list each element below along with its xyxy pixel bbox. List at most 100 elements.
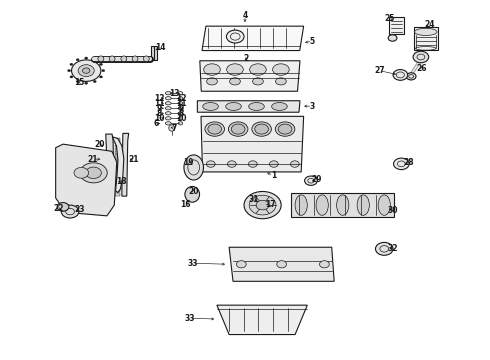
Ellipse shape <box>178 91 183 95</box>
Ellipse shape <box>227 64 244 75</box>
Ellipse shape <box>185 186 199 202</box>
Text: 20: 20 <box>94 140 105 149</box>
Text: 24: 24 <box>424 20 435 29</box>
Bar <box>115 174 121 176</box>
Text: 21: 21 <box>87 155 98 164</box>
Text: 1: 1 <box>270 171 276 180</box>
Polygon shape <box>201 116 304 172</box>
Ellipse shape <box>252 78 263 85</box>
Ellipse shape <box>415 28 437 36</box>
Circle shape <box>413 51 429 63</box>
Polygon shape <box>56 144 117 216</box>
Ellipse shape <box>165 96 171 100</box>
Ellipse shape <box>226 103 242 111</box>
Ellipse shape <box>271 103 287 111</box>
Bar <box>115 151 121 154</box>
Bar <box>115 141 121 144</box>
Circle shape <box>76 80 79 82</box>
Ellipse shape <box>178 112 183 115</box>
Text: 25: 25 <box>384 14 394 23</box>
Text: 29: 29 <box>312 175 322 184</box>
Circle shape <box>406 73 416 80</box>
Polygon shape <box>202 26 304 50</box>
Circle shape <box>102 69 105 72</box>
Ellipse shape <box>227 161 236 167</box>
Ellipse shape <box>255 124 269 134</box>
Text: 31: 31 <box>248 195 259 204</box>
Text: 16: 16 <box>180 199 191 208</box>
Ellipse shape <box>228 122 248 136</box>
Bar <box>115 138 121 141</box>
Circle shape <box>256 200 269 210</box>
Circle shape <box>70 63 73 66</box>
Ellipse shape <box>165 102 171 105</box>
Ellipse shape <box>337 195 349 215</box>
Circle shape <box>277 261 287 268</box>
Bar <box>115 148 121 150</box>
Text: 22: 22 <box>53 204 64 213</box>
Ellipse shape <box>378 195 391 215</box>
Polygon shape <box>217 305 307 334</box>
Ellipse shape <box>144 56 149 62</box>
Text: 6: 6 <box>153 119 159 128</box>
Circle shape <box>99 76 102 78</box>
Ellipse shape <box>205 122 224 136</box>
Circle shape <box>78 65 94 77</box>
Polygon shape <box>197 101 300 112</box>
Circle shape <box>388 35 397 41</box>
Text: 26: 26 <box>416 64 427 73</box>
Circle shape <box>85 82 88 84</box>
Text: 11: 11 <box>154 99 165 108</box>
Bar <box>115 186 121 189</box>
Ellipse shape <box>121 56 127 62</box>
Text: 18: 18 <box>117 177 127 186</box>
Circle shape <box>305 176 318 185</box>
Ellipse shape <box>249 64 266 75</box>
Circle shape <box>393 69 408 80</box>
Text: 20: 20 <box>189 187 199 196</box>
Text: 13: 13 <box>169 89 179 98</box>
Ellipse shape <box>178 102 183 105</box>
Circle shape <box>80 163 107 183</box>
Bar <box>115 190 121 192</box>
Ellipse shape <box>178 96 183 100</box>
Ellipse shape <box>178 122 183 125</box>
Text: 19: 19 <box>184 158 194 167</box>
Bar <box>151 45 157 60</box>
Circle shape <box>226 30 244 43</box>
Ellipse shape <box>270 161 278 167</box>
Circle shape <box>393 158 409 170</box>
Circle shape <box>244 192 281 219</box>
Bar <box>115 180 121 183</box>
Polygon shape <box>229 247 334 281</box>
Text: 5: 5 <box>310 37 315 46</box>
Text: 12: 12 <box>154 94 165 103</box>
Bar <box>292 193 394 217</box>
Circle shape <box>82 68 90 73</box>
Ellipse shape <box>357 195 369 215</box>
Bar <box>115 161 121 163</box>
Circle shape <box>72 60 101 81</box>
Text: 30: 30 <box>387 206 398 215</box>
Text: 17: 17 <box>265 200 276 209</box>
Ellipse shape <box>230 78 241 85</box>
Circle shape <box>70 76 73 78</box>
Circle shape <box>375 242 393 255</box>
Circle shape <box>85 57 88 59</box>
Polygon shape <box>122 134 129 196</box>
Text: 11: 11 <box>176 99 187 108</box>
Ellipse shape <box>272 64 289 75</box>
Text: 8: 8 <box>157 109 162 118</box>
Circle shape <box>237 261 246 268</box>
Ellipse shape <box>165 112 171 115</box>
Ellipse shape <box>203 103 219 111</box>
Text: 33: 33 <box>188 259 198 268</box>
Circle shape <box>93 80 96 82</box>
Bar <box>115 193 121 195</box>
Polygon shape <box>200 61 300 91</box>
Circle shape <box>249 195 276 215</box>
Ellipse shape <box>208 124 221 134</box>
Bar <box>115 177 121 180</box>
Text: 28: 28 <box>404 158 415 167</box>
Bar <box>414 27 438 50</box>
